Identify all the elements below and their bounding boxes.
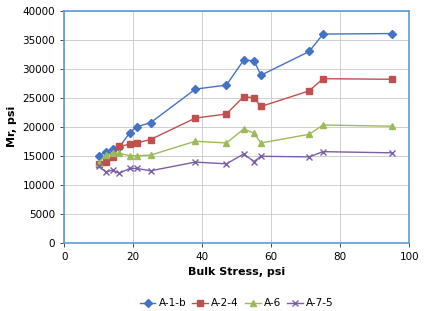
A-1-b (241, 58, 246, 62)
Line: A-1-b: A-1-b (96, 31, 395, 159)
A-7-5 (389, 151, 394, 155)
A-1-b (96, 154, 101, 158)
A-1-b (258, 73, 263, 77)
A-7-5 (320, 150, 325, 154)
A-6 (251, 131, 256, 135)
A-2-4 (117, 145, 122, 148)
A-6 (389, 124, 394, 128)
Line: A-6: A-6 (96, 122, 395, 165)
A-7-5 (127, 167, 132, 170)
A-1-b (134, 125, 139, 129)
A-1-b (110, 147, 115, 151)
A-2-4 (224, 112, 229, 116)
A-2-4 (103, 160, 108, 163)
A-6 (117, 151, 122, 155)
Y-axis label: Mr, psi: Mr, psi (7, 106, 17, 147)
A-1-b (103, 150, 108, 154)
A-1-b (117, 145, 122, 149)
A-2-4 (389, 77, 394, 81)
A-7-5 (224, 162, 229, 166)
A-2-4 (320, 77, 325, 81)
A-7-5 (103, 170, 108, 174)
A-1-b (389, 32, 394, 35)
Line: A-7-5: A-7-5 (96, 149, 395, 176)
A-7-5 (307, 155, 312, 159)
A-1-b (307, 50, 312, 53)
A-7-5 (117, 171, 122, 175)
A-1-b (193, 87, 198, 91)
A-1-b (251, 59, 256, 63)
A-2-4 (307, 89, 312, 93)
A-2-4 (96, 163, 101, 166)
A-1-b (127, 131, 132, 134)
A-6 (307, 132, 312, 136)
A-1-b (320, 32, 325, 36)
A-6 (320, 123, 325, 127)
A-7-5 (148, 169, 153, 173)
A-2-4 (241, 95, 246, 99)
A-6 (110, 151, 115, 155)
A-6 (96, 161, 101, 165)
X-axis label: Bulk Stress, psi: Bulk Stress, psi (188, 267, 285, 277)
A-6 (224, 141, 229, 145)
A-2-4 (148, 138, 153, 142)
A-6 (241, 127, 246, 131)
A-2-4 (193, 116, 198, 120)
A-7-5 (110, 168, 115, 172)
A-2-4 (127, 142, 132, 146)
A-7-5 (258, 155, 263, 158)
A-6 (134, 154, 139, 158)
A-7-5 (134, 167, 139, 170)
Legend: A-1-b, A-2-4, A-6, A-7-5: A-1-b, A-2-4, A-6, A-7-5 (135, 294, 338, 311)
A-7-5 (241, 152, 246, 156)
A-2-4 (258, 104, 263, 108)
A-2-4 (251, 96, 256, 100)
A-6 (127, 154, 132, 158)
Line: A-2-4: A-2-4 (96, 76, 395, 167)
A-6 (103, 153, 108, 156)
A-6 (193, 139, 198, 143)
A-2-4 (134, 141, 139, 145)
A-6 (258, 141, 263, 145)
A-7-5 (193, 160, 198, 164)
A-7-5 (96, 164, 101, 168)
A-1-b (148, 121, 153, 125)
A-6 (148, 153, 153, 157)
A-7-5 (251, 160, 256, 163)
A-2-4 (110, 155, 115, 159)
A-1-b (224, 83, 229, 87)
